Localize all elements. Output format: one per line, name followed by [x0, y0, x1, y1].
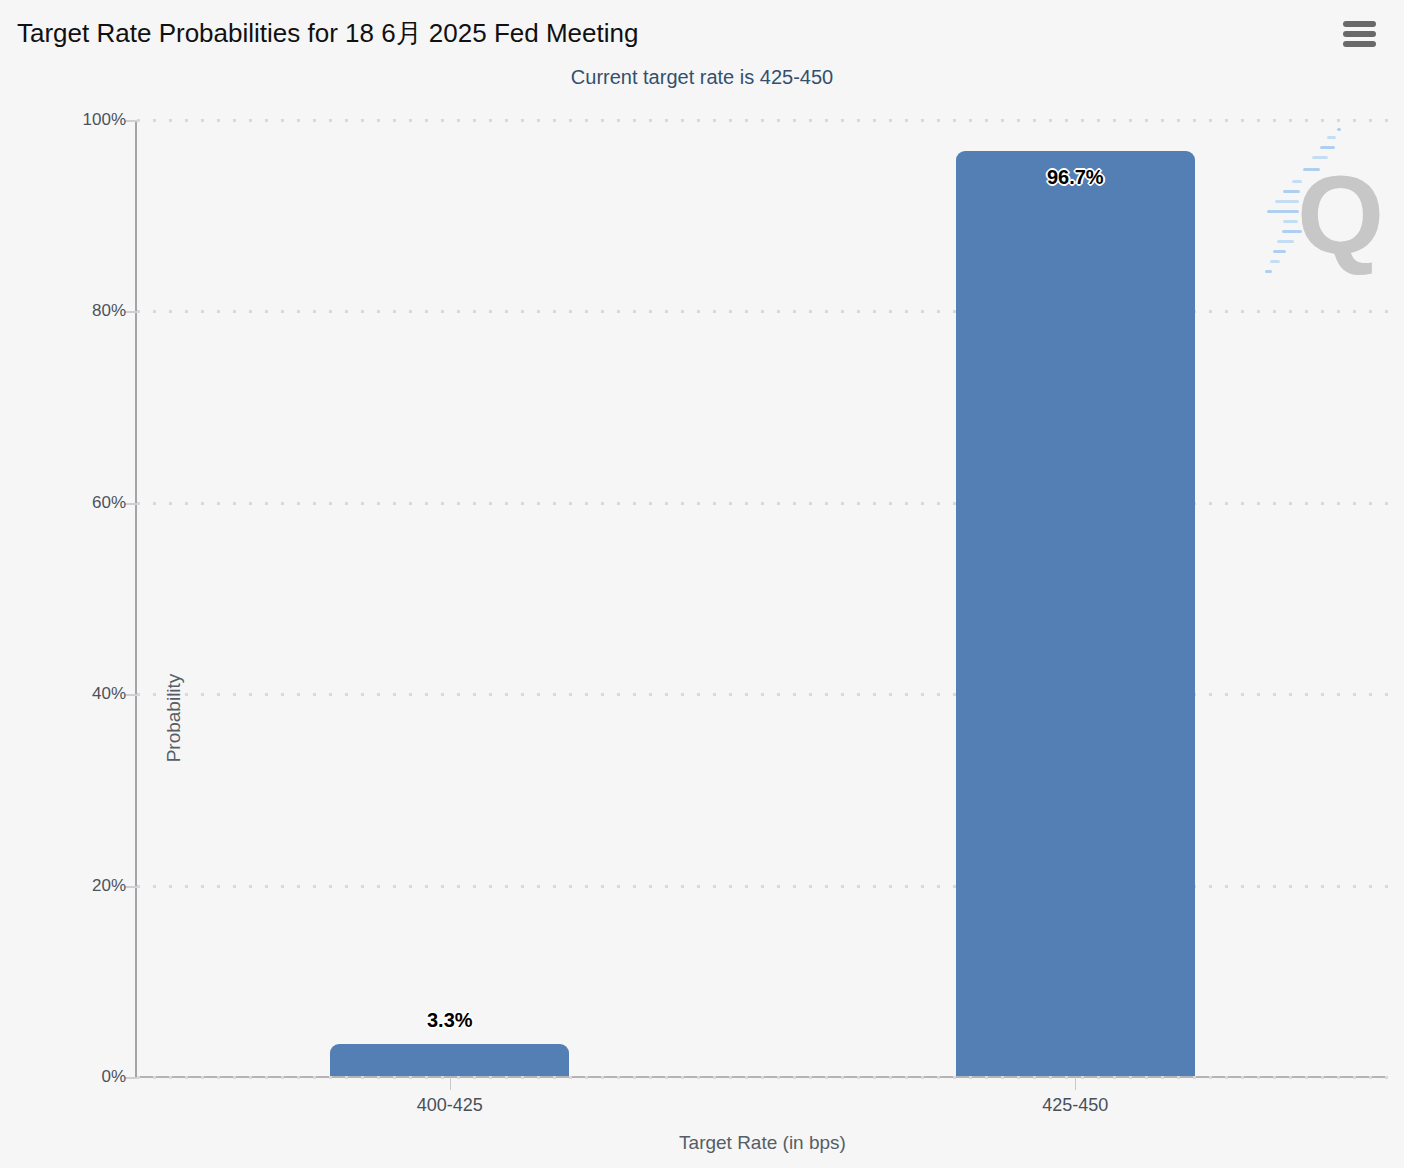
chart-title: Target Rate Probabilities for 18 6月 2025… [17, 16, 638, 51]
y-tick-label: 100% [26, 109, 126, 131]
y-tick-label: 60% [26, 492, 126, 514]
bar-425-450[interactable] [956, 151, 1195, 1076]
y-axis-title: Probability [163, 618, 187, 818]
y-tick-60 [125, 503, 137, 505]
y-tick-100 [125, 120, 137, 122]
gridline-20 [137, 885, 1388, 888]
bar-400-425[interactable] [330, 1044, 569, 1076]
x-tick-400-425 [450, 1077, 451, 1090]
y-tick-0 [125, 1077, 137, 1079]
bar-value-label: 3.3% [350, 1009, 550, 1032]
gridline-80 [137, 310, 1388, 313]
gridline-0 [137, 1076, 1388, 1079]
bar-value-label: 96.7% [975, 166, 1175, 189]
y-tick-20 [125, 886, 137, 888]
hamburger-menu-icon[interactable] [1342, 20, 1378, 54]
fedwatch-chart: Target Rate Probabilities for 18 6月 2025… [0, 0, 1404, 1168]
y-tick-40 [125, 694, 137, 696]
y-tick-label: 0% [26, 1066, 126, 1088]
y-tick-label: 80% [26, 300, 126, 322]
y-tick-80 [125, 311, 137, 313]
chart-subtitle: Current target rate is 425-450 [0, 66, 1404, 89]
x-category-label: 425-450 [945, 1095, 1205, 1116]
x-category-label: 400-425 [320, 1095, 580, 1116]
gridline-40 [137, 693, 1388, 696]
y-tick-label: 20% [26, 875, 126, 897]
x-axis-title: Target Rate (in bps) [137, 1132, 1388, 1154]
gridline-100 [137, 119, 1388, 122]
y-tick-label: 40% [26, 683, 126, 705]
x-tick-425-450 [1075, 1077, 1076, 1090]
gridline-60 [137, 502, 1388, 505]
plot-area: 3.3%96.7% 0%20%40%60%80%100%400-425425-4… [137, 120, 1388, 1077]
